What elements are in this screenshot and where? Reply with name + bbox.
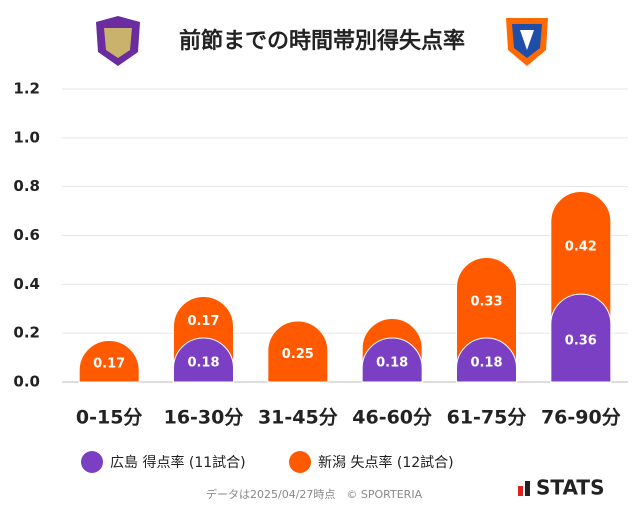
value-label: 0.25 [282,347,314,362]
y-tick-label: 0.0 [13,373,40,391]
away-logo [506,18,548,66]
y-tick-label: 1.2 [13,80,40,98]
value-label: 0.17 [187,314,219,329]
x-tick-label: 61-75分 [447,407,527,429]
bar-segment [78,340,140,383]
chart-title: 前節までの時間帯別得失点率 [179,28,465,54]
legend-swatch [81,451,103,473]
value-label: 0.18 [470,356,502,371]
value-label: 0.33 [470,294,502,309]
x-tick-label: 0-15分 [76,407,143,429]
brand: STATS [536,476,604,500]
x-tick-label: 16-30分 [164,407,244,429]
x-tick-label: 31-45分 [258,407,338,429]
brand-icon [525,481,530,496]
legend-label: 新潟 失点率 (12試合) [318,454,454,471]
bar-segment [361,337,423,383]
legend-label: 広島 得点率 (11試合) [110,454,246,471]
y-tick-label: 0.8 [13,177,40,195]
value-label: 0.18 [376,356,408,371]
value-label: 0.36 [565,334,597,349]
bar-segment [173,337,234,383]
legend-swatch [289,451,311,473]
footer: データは2025/04/27時点 © SPORTERIA [206,487,423,501]
y-tick-label: 0.2 [13,324,40,342]
y-tick-label: 1.0 [13,128,40,146]
value-label: 0.17 [93,357,125,372]
bar-segment [550,293,612,383]
home-logo [96,16,140,66]
x-tick-label: 76-90分 [541,407,621,429]
y-tick-label: 0.6 [13,226,40,244]
y-tick-label: 0.4 [13,275,40,293]
x-tick-label: 46-60分 [352,407,432,429]
bar-segment [456,337,517,383]
bar-segment [267,320,329,383]
brand-icon [518,486,523,496]
value-label: 0.18 [187,356,219,371]
value-label: 0.42 [565,239,597,254]
